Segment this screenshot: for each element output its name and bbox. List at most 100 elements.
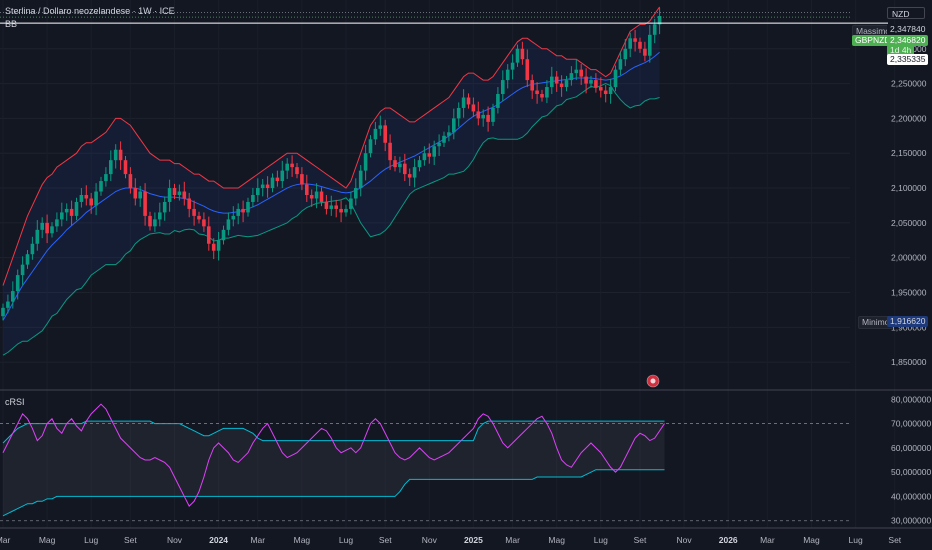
crsi-band-fill — [3, 421, 665, 516]
candle-body — [324, 201, 329, 209]
crsi-indicator-label[interactable]: cRSI — [5, 397, 25, 407]
candle — [211, 238, 216, 260]
event-marker-dot — [650, 378, 656, 384]
candle — [148, 211, 152, 231]
candle — [412, 158, 417, 188]
price-tick-label: 2,200000 — [891, 113, 927, 123]
candle — [638, 37, 642, 53]
candle-body — [412, 167, 417, 178]
candle — [476, 101, 481, 126]
candle-body — [187, 198, 191, 209]
candle-body — [207, 226, 211, 244]
time-axis[interactable]: Mar Mag Lug Set Nov 2024 Mar Mag Lug Set Nov 2025 Ma… — [0, 535, 902, 545]
candle-body — [158, 212, 162, 220]
candle-body — [309, 195, 314, 199]
candle — [574, 59, 579, 81]
candle — [520, 41, 525, 65]
candle — [603, 84, 608, 103]
candle — [69, 200, 74, 226]
candle — [1, 303, 5, 321]
candle-body — [638, 41, 642, 49]
candle-body — [84, 195, 89, 199]
candle-body — [550, 76, 554, 88]
candle — [584, 68, 588, 94]
candle-body — [437, 142, 441, 147]
candle-body — [643, 48, 647, 56]
candle-body — [15, 275, 20, 292]
candle-body — [290, 163, 294, 168]
low-value: 1,916620 — [887, 316, 929, 327]
candle — [109, 150, 113, 182]
candle — [564, 75, 569, 92]
candle-body — [510, 62, 515, 70]
candle-body — [275, 177, 280, 182]
candle-body — [368, 139, 373, 154]
candle-body — [427, 153, 432, 157]
candle — [20, 256, 25, 285]
candle-body — [486, 114, 490, 122]
high-value: 2,347840 — [887, 24, 929, 35]
candle-body — [133, 188, 138, 199]
time-tick-label: 2026 — [719, 535, 738, 545]
candle — [241, 200, 245, 223]
candle-body — [574, 69, 579, 74]
time-tick-label: Mag — [39, 535, 56, 545]
candle-body — [535, 90, 539, 95]
candle-body — [398, 163, 402, 168]
candle — [339, 200, 343, 223]
candle — [461, 89, 466, 118]
candle-body — [20, 264, 25, 276]
candle — [388, 134, 392, 170]
candle-body — [545, 87, 549, 98]
candle — [599, 77, 603, 98]
candle — [432, 140, 436, 166]
time-tick-label: Mar — [250, 535, 265, 545]
candlestick-series[interactable] — [1, 7, 662, 321]
candle-body — [99, 181, 103, 192]
candle-body — [109, 160, 113, 175]
candle-body — [530, 80, 534, 91]
price-tick-label: 2,100000 — [891, 183, 927, 193]
candle-body — [334, 205, 338, 209]
price-tick-label: 2,250000 — [891, 79, 927, 89]
candle-body — [319, 191, 324, 202]
candle — [501, 70, 505, 101]
candle-body — [74, 201, 79, 216]
candle-body — [559, 83, 564, 88]
candle-body — [403, 163, 407, 175]
candle-body — [442, 135, 446, 143]
candle-body — [447, 132, 451, 136]
candle-body — [603, 90, 608, 95]
candle — [314, 183, 319, 209]
candle-body — [30, 243, 35, 255]
candle — [623, 39, 628, 67]
candle — [481, 109, 485, 127]
time-tick-label: Lug — [594, 535, 608, 545]
candle-body — [314, 191, 319, 199]
candle — [407, 168, 412, 186]
candle-body — [501, 80, 505, 95]
candle-body — [564, 80, 569, 88]
horizontal-line-value: 2,335335 — [887, 54, 929, 65]
candle — [60, 202, 64, 227]
candle-body — [192, 208, 196, 216]
crsi-tick-label: 50,000000 — [891, 467, 931, 477]
bb-indicator-label[interactable]: BB — [5, 19, 18, 29]
crsi-axis[interactable]: 80,000000 70,000000 60,000000 50,000000 40,0… — [891, 394, 931, 525]
news-marker[interactable] — [646, 374, 660, 388]
candle — [628, 32, 632, 58]
candle — [559, 75, 564, 97]
candle-body — [64, 208, 69, 213]
currency-selector[interactable]: NZD — [887, 7, 925, 19]
candle-body — [344, 208, 348, 213]
time-tick-label: Lug — [339, 535, 353, 545]
candle-body — [407, 174, 412, 178]
candle — [496, 87, 500, 114]
time-tick-label: Lug — [84, 535, 98, 545]
candle — [300, 167, 304, 191]
candle-body — [295, 167, 299, 175]
candle — [437, 134, 441, 156]
candle-body — [35, 229, 40, 244]
candle — [25, 250, 30, 269]
